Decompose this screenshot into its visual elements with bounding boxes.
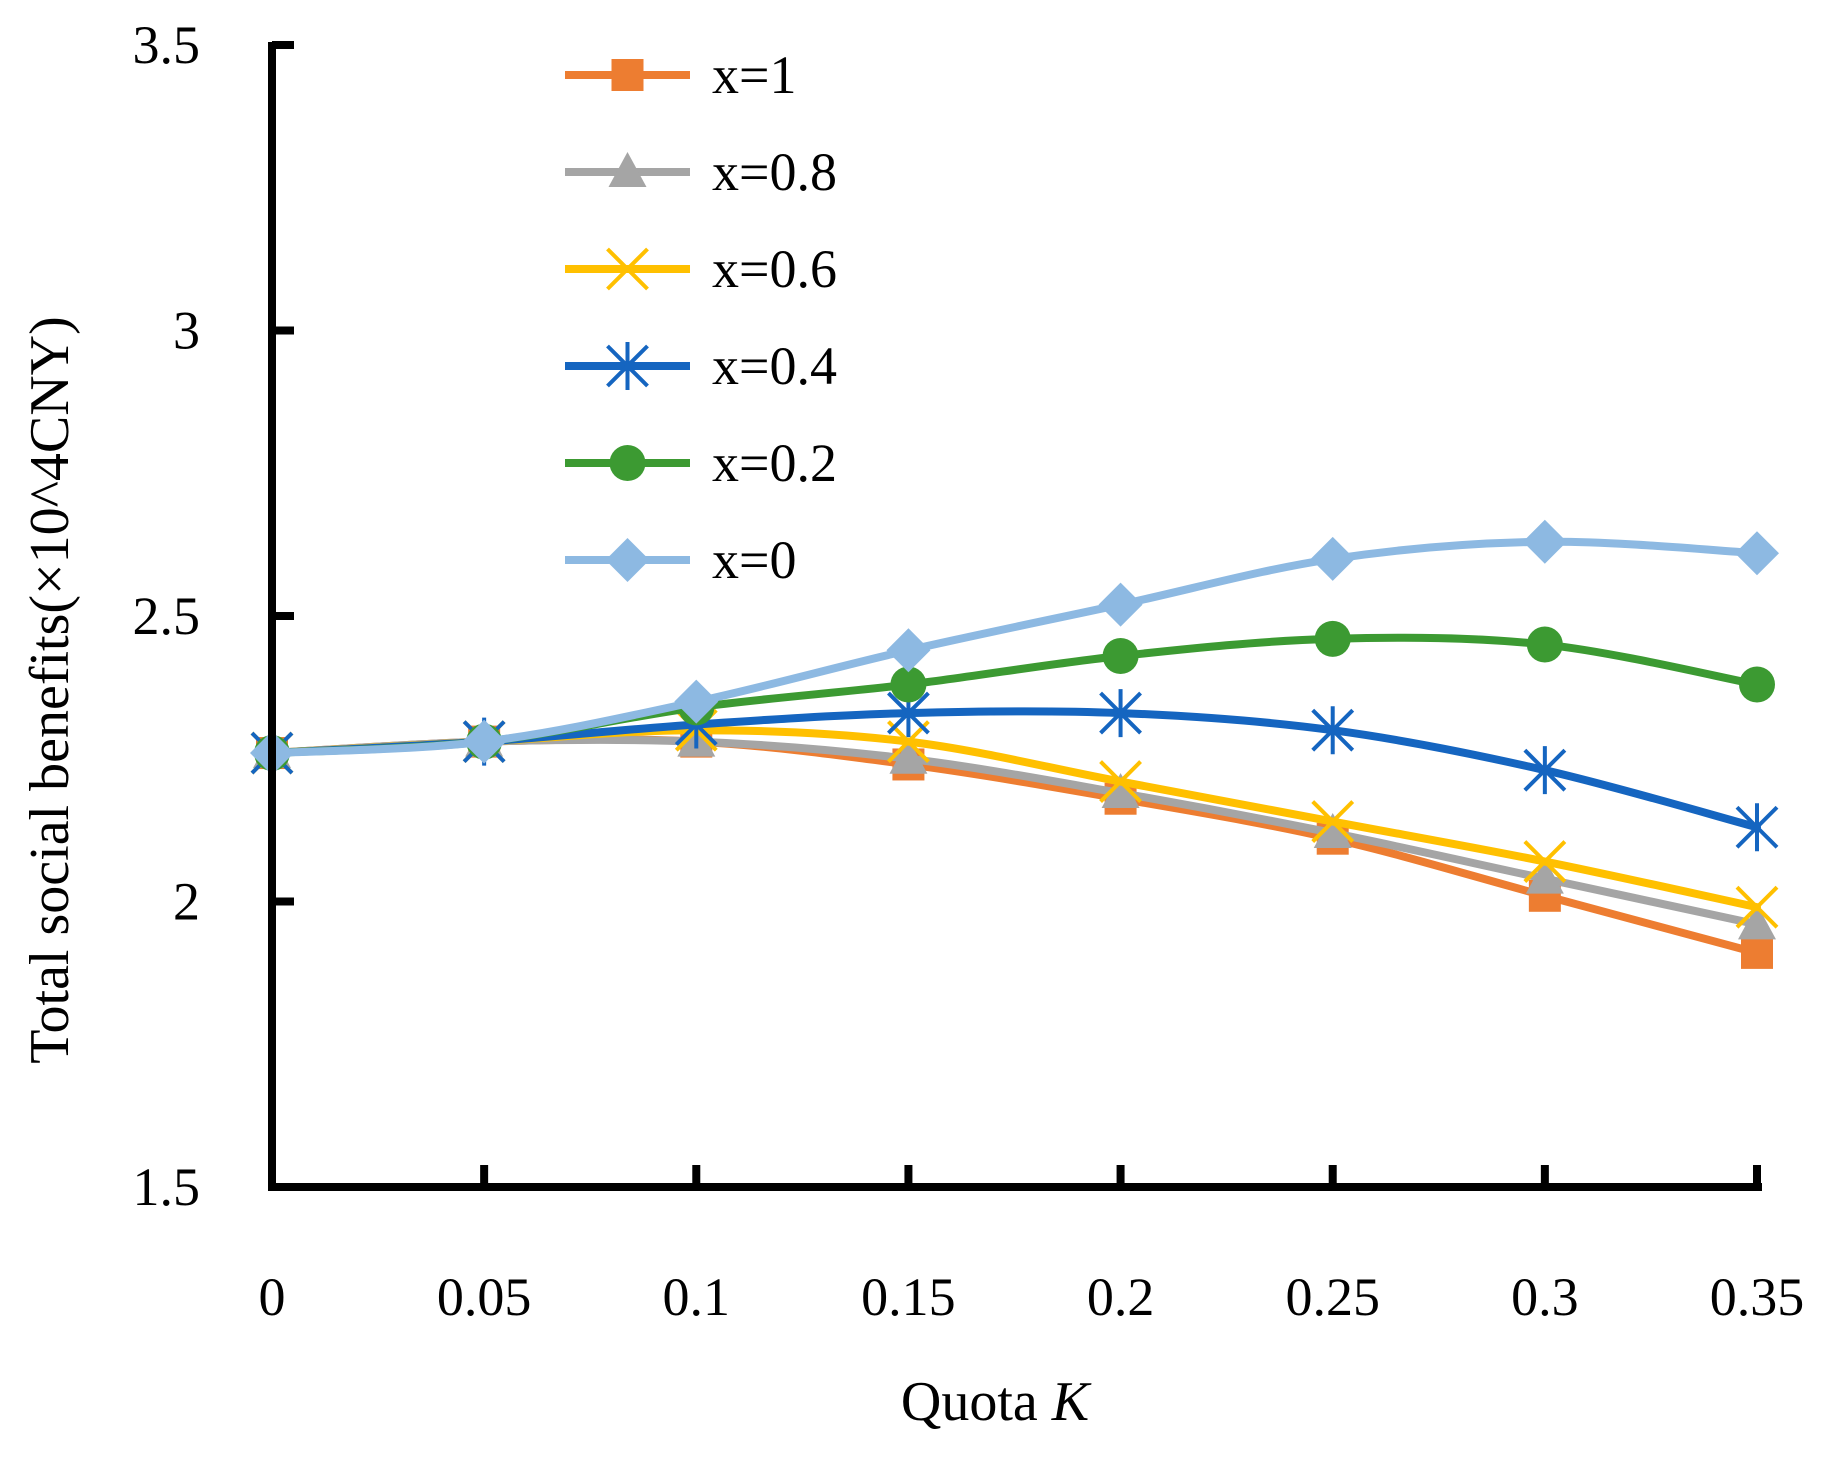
legend-item: x=1 bbox=[565, 45, 796, 105]
data-point-marker bbox=[889, 738, 928, 774]
legend-swatch-marker bbox=[611, 59, 644, 91]
data-point-marker bbox=[1098, 582, 1143, 627]
data-point-marker bbox=[1738, 904, 1776, 940]
legend-label: x=0.6 bbox=[712, 239, 837, 299]
legend-label: x=0.8 bbox=[712, 142, 837, 202]
x-axis-title-variable: K bbox=[1051, 1371, 1092, 1433]
x-tick-label: 0.35 bbox=[1710, 1267, 1805, 1327]
data-point-marker bbox=[1311, 706, 1355, 755]
x-tick-label: 0.05 bbox=[437, 1267, 532, 1327]
y-tick-label: 2 bbox=[173, 872, 200, 932]
x-tick-label: 0.3 bbox=[1511, 1267, 1579, 1327]
x-ticks: 0 0.05 0.1 0.15 0.2 0.25 0.3 0.35 bbox=[259, 1165, 1805, 1327]
data-point-marker bbox=[1522, 519, 1567, 564]
x-tick-label: 0.1 bbox=[663, 1267, 731, 1327]
legend-swatch-marker bbox=[608, 152, 647, 187]
data-point-marker bbox=[1525, 858, 1564, 894]
data-point-marker bbox=[1101, 773, 1140, 809]
legend-swatch-marker bbox=[605, 538, 650, 582]
y-axis-title: Total social benefits(×10^4CNY) bbox=[19, 316, 81, 1064]
data-point-marker bbox=[1735, 531, 1779, 576]
data-point-marker bbox=[1523, 746, 1567, 795]
axes bbox=[268, 42, 1762, 1191]
x-tick-label: 0.2 bbox=[1087, 1267, 1155, 1327]
data-point-marker bbox=[1735, 803, 1779, 852]
data-point-marker bbox=[886, 628, 931, 673]
data-point-marker bbox=[1310, 536, 1355, 581]
data-point-marker bbox=[1102, 637, 1139, 674]
legend-item: x=0.8 bbox=[565, 142, 837, 202]
legend-label: x=0.2 bbox=[712, 433, 837, 493]
legend-swatch-marker bbox=[609, 445, 646, 481]
data-point-marker bbox=[1313, 812, 1352, 848]
series-layer bbox=[250, 519, 1779, 969]
data-point-marker bbox=[1311, 800, 1355, 843]
data-point-marker bbox=[1523, 840, 1567, 883]
data-point-marker bbox=[1741, 936, 1773, 969]
legend-item: x=0 bbox=[565, 530, 796, 590]
data-point-marker bbox=[1739, 666, 1775, 703]
data-point-marker bbox=[674, 679, 719, 724]
y-tick-label: 3 bbox=[173, 301, 200, 361]
data-point-marker bbox=[1526, 626, 1563, 663]
y-tick-label: 2.5 bbox=[133, 586, 201, 646]
legend-label: x=1 bbox=[712, 45, 796, 105]
data-point-marker bbox=[1314, 620, 1351, 657]
legend-label: x=0 bbox=[712, 530, 796, 590]
y-tick-label: 3.5 bbox=[133, 15, 201, 75]
x-tick-label: 0.15 bbox=[861, 1267, 956, 1327]
x-tick-label: 0.25 bbox=[1285, 1267, 1380, 1327]
data-point-marker bbox=[1735, 885, 1779, 929]
x-tick-label: 0 bbox=[259, 1267, 286, 1327]
x-axis-title: Quota K bbox=[901, 1371, 1092, 1433]
y-tick-label: 1.5 bbox=[133, 1157, 201, 1217]
series-x=0.4 bbox=[250, 689, 1779, 852]
legend-item: x=0.6 bbox=[565, 239, 837, 299]
series-x=0 bbox=[250, 519, 1779, 776]
series-line bbox=[268, 537, 1761, 758]
data-point-marker bbox=[890, 666, 927, 703]
legend-label: x=0.4 bbox=[712, 336, 837, 396]
legend-swatch-marker bbox=[606, 342, 649, 390]
legend-item: x=0.4 bbox=[565, 336, 837, 396]
data-point-marker bbox=[1099, 760, 1142, 804]
data-point-marker bbox=[1099, 689, 1142, 738]
data-point-marker bbox=[462, 719, 507, 764]
legend: x=1 x=0.8 x=0.6 x=0.4 x=0.2 x=0 bbox=[565, 45, 837, 590]
legend-swatch-marker bbox=[606, 247, 649, 291]
y-ticks: 1.5 2 2.5 3 3.5 bbox=[133, 15, 294, 1217]
legend-item: x=0.2 bbox=[565, 433, 837, 493]
x-axis-title-text: Quota bbox=[901, 1371, 1038, 1433]
